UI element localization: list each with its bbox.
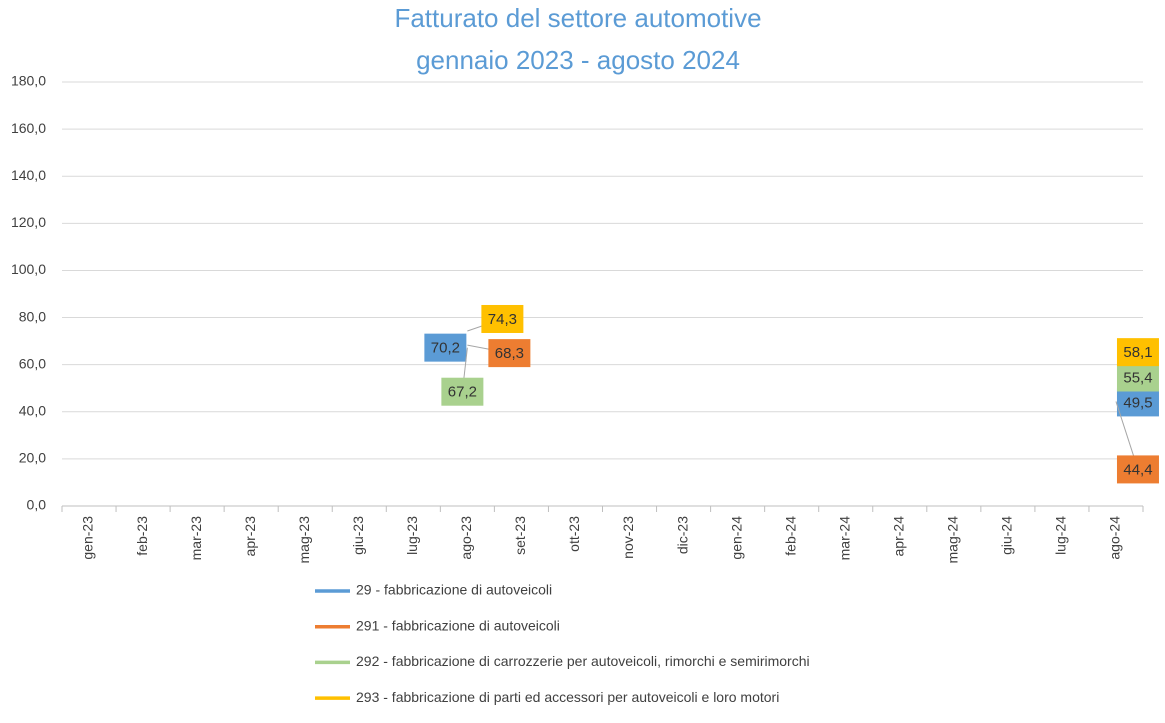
x-tick-label: feb-24 <box>782 516 798 556</box>
y-tick-label: 60,0 <box>19 355 46 371</box>
data-label-box <box>1116 455 1159 484</box>
legend-label: 293 - fabbricazione di parti ed accessor… <box>356 689 779 705</box>
legend-label: 292 - fabbricazione di carrozzerie per a… <box>356 653 810 669</box>
y-tick-label: 180,0 <box>11 73 46 89</box>
x-tick-label: gen-24 <box>728 516 744 560</box>
x-tick-label: lug-23 <box>404 516 420 555</box>
data-label: 55,4 <box>1123 369 1152 386</box>
x-tick-label: dic-23 <box>674 516 690 554</box>
data-label-box <box>1116 363 1159 392</box>
y-tick-label: 160,0 <box>11 120 46 136</box>
y-tick-label: 140,0 <box>11 167 46 183</box>
chart-title: Fatturato del settore automotive <box>394 3 761 33</box>
data-label-box <box>1116 338 1159 367</box>
legend-label: 29 - fabbricazione di autoveicoli <box>356 582 552 598</box>
y-tick-label: 40,0 <box>19 402 46 418</box>
data-label-box <box>1116 388 1159 417</box>
data-label-box <box>441 377 484 406</box>
data-label-box <box>488 339 531 368</box>
y-tick-label: 100,0 <box>11 261 46 277</box>
x-tick-label: mar-23 <box>188 516 204 561</box>
x-tick-label: lug-24 <box>1053 516 1069 555</box>
x-tick-label: mar-24 <box>836 516 852 561</box>
data-label: 58,1 <box>1123 344 1152 361</box>
x-tick-label: ago-23 <box>458 516 474 560</box>
data-label: 49,5 <box>1123 394 1152 411</box>
y-tick-label: 0,0 <box>27 497 47 513</box>
x-tick-label: mag-23 <box>296 516 312 564</box>
x-tick-label: gen-23 <box>80 516 96 560</box>
x-tick-label: ott-23 <box>566 516 582 552</box>
data-label-box <box>424 333 467 362</box>
x-tick-label: set-23 <box>512 516 528 555</box>
x-tick-label: apr-23 <box>242 516 258 557</box>
data-label-box <box>481 304 524 333</box>
y-tick-label: 120,0 <box>11 214 46 230</box>
x-tick-label: nov-23 <box>620 516 636 559</box>
y-tick-label: 80,0 <box>19 308 46 324</box>
x-tick-label: giu-24 <box>999 516 1015 555</box>
x-tick-label: giu-23 <box>350 516 366 555</box>
data-label: 70,2 <box>431 340 460 357</box>
data-label: 68,3 <box>495 345 524 362</box>
x-tick-label: mag-24 <box>945 516 961 564</box>
y-tick-label: 20,0 <box>19 450 46 466</box>
legend-label: 291 - fabbricazione di autoveicoli <box>356 617 560 633</box>
chart-subtitle: gennaio 2023 - agosto 2024 <box>416 45 740 75</box>
data-label: 44,4 <box>1123 461 1152 478</box>
x-tick-label: ago-24 <box>1107 516 1123 560</box>
x-tick-label: apr-24 <box>890 516 906 557</box>
data-label: 67,2 <box>448 384 477 401</box>
data-label: 74,3 <box>488 311 517 328</box>
x-tick-label: feb-23 <box>134 516 150 556</box>
